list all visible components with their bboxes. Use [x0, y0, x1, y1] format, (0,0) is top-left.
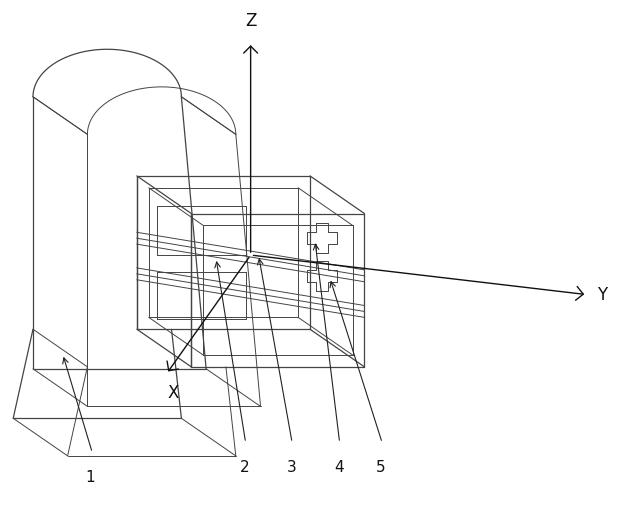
Text: Y: Y [597, 285, 607, 304]
Text: 1: 1 [86, 470, 95, 485]
Text: Z: Z [245, 12, 256, 31]
Text: 4: 4 [334, 460, 343, 475]
Text: 5: 5 [376, 460, 385, 475]
Text: X: X [168, 384, 179, 401]
Text: 2: 2 [240, 460, 249, 475]
Text: 3: 3 [286, 460, 296, 475]
